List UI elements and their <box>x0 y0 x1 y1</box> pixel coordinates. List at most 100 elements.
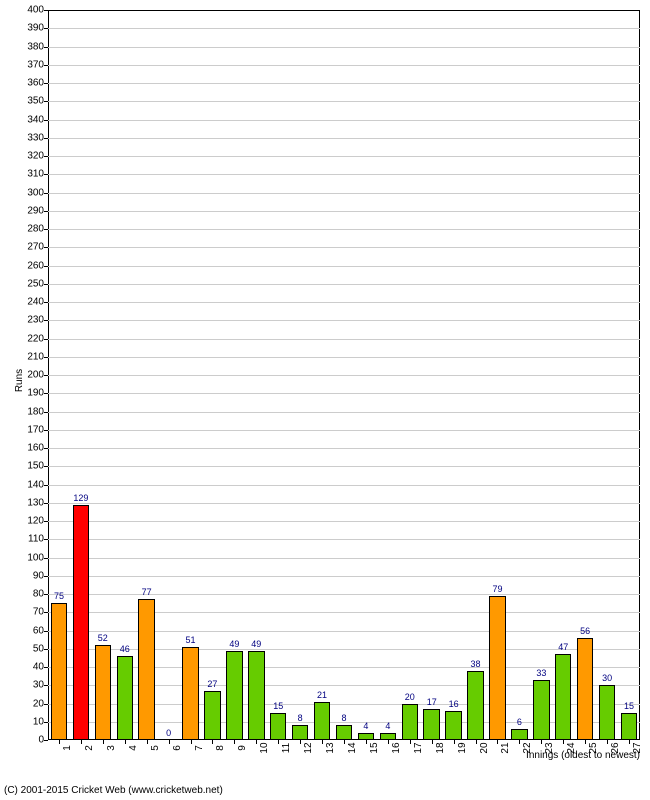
xtick-label: 14 <box>347 742 358 753</box>
xtick-label: 19 <box>457 742 468 753</box>
bar <box>95 645 111 740</box>
xtick-mark <box>278 740 279 744</box>
bar-value-label: 75 <box>54 591 64 601</box>
xtick-label: 13 <box>325 742 336 753</box>
gridline <box>48 247 640 248</box>
xtick-label: 9 <box>237 745 248 751</box>
xtick-label: 11 <box>281 743 292 753</box>
bar <box>445 711 461 740</box>
xtick-label: 25 <box>588 742 599 753</box>
gridline <box>48 685 640 686</box>
xtick-mark <box>169 740 170 744</box>
gridline <box>48 193 640 194</box>
xtick-mark <box>432 740 433 744</box>
ytick-label: 20 <box>33 698 48 709</box>
ytick-label: 390 <box>27 23 48 34</box>
ytick-label: 150 <box>27 461 48 472</box>
chart-container: 0102030405060708090100110120130140150160… <box>0 0 650 800</box>
bar-value-label: 0 <box>166 728 171 738</box>
xtick-label: 26 <box>610 742 621 753</box>
gridline <box>48 667 640 668</box>
bar <box>577 638 593 740</box>
copyright-text: (C) 2001-2015 Cricket Web (www.cricketwe… <box>4 785 223 796</box>
bar-value-label: 4 <box>385 721 390 731</box>
xtick-label: 12 <box>303 742 314 753</box>
ytick-label: 110 <box>28 534 48 545</box>
gridline <box>48 521 640 522</box>
ytick-label: 160 <box>27 443 48 454</box>
ytick-label: 340 <box>27 114 48 125</box>
bar <box>533 680 549 740</box>
gridline <box>48 631 640 632</box>
gridline <box>48 485 640 486</box>
ytick-label: 290 <box>27 205 48 216</box>
bar-value-label: 8 <box>341 713 346 723</box>
xtick-label: 1 <box>62 745 73 751</box>
bar <box>138 599 154 740</box>
xtick-mark <box>476 740 477 744</box>
ytick-label: 90 <box>33 570 48 581</box>
bar <box>117 656 133 740</box>
gridline <box>48 412 640 413</box>
xtick-label: 17 <box>413 742 424 753</box>
bar-value-label: 38 <box>471 659 481 669</box>
xtick-label: 20 <box>479 742 490 753</box>
xtick-mark <box>256 740 257 744</box>
ytick-label: 400 <box>27 5 48 16</box>
ytick-label: 230 <box>27 315 48 326</box>
bar-value-label: 47 <box>558 642 568 652</box>
y-axis-label: Runs <box>14 369 25 392</box>
bar-value-label: 52 <box>98 633 108 643</box>
ytick-label: 80 <box>33 589 48 600</box>
xtick-mark <box>541 740 542 744</box>
ytick-label: 220 <box>27 333 48 344</box>
ytick-label: 30 <box>33 680 48 691</box>
xtick-mark <box>322 740 323 744</box>
gridline <box>48 704 640 705</box>
xtick-mark <box>629 740 630 744</box>
xtick-mark <box>454 740 455 744</box>
ytick-label: 70 <box>33 607 48 618</box>
bar <box>248 651 264 740</box>
xtick-label: 24 <box>566 742 577 753</box>
bar-value-label: 16 <box>449 699 459 709</box>
xtick-label: 8 <box>215 745 226 751</box>
ytick-label: 370 <box>27 59 48 70</box>
gridline <box>48 47 640 48</box>
xtick-mark <box>103 740 104 744</box>
ytick-label: 120 <box>27 516 48 527</box>
ytick-label: 210 <box>27 351 48 362</box>
xtick-label: 2 <box>84 745 95 751</box>
bar <box>380 733 396 740</box>
xtick-mark <box>344 740 345 744</box>
plot-area: 0102030405060708090100110120130140150160… <box>48 10 640 740</box>
bar-value-label: 33 <box>536 668 546 678</box>
ytick-label: 170 <box>27 424 48 435</box>
bar <box>599 685 615 740</box>
xtick-mark <box>497 740 498 744</box>
ytick-label: 130 <box>27 497 48 508</box>
bar <box>402 704 418 741</box>
gridline <box>48 393 640 394</box>
bar-value-label: 21 <box>317 690 327 700</box>
gridline <box>48 28 640 29</box>
gridline <box>48 503 640 504</box>
ytick-label: 40 <box>33 662 48 673</box>
gridline <box>48 594 640 595</box>
xtick-mark <box>563 740 564 744</box>
xtick-mark <box>366 740 367 744</box>
bar-value-label: 56 <box>580 626 590 636</box>
bar <box>621 713 637 740</box>
ytick-label: 260 <box>27 260 48 271</box>
gridline <box>48 284 640 285</box>
gridline <box>48 558 640 559</box>
ytick-label: 320 <box>27 151 48 162</box>
bar-value-label: 30 <box>602 673 612 683</box>
ytick-label: 240 <box>27 297 48 308</box>
gridline <box>48 448 640 449</box>
ytick-label: 380 <box>27 41 48 52</box>
xtick-mark <box>410 740 411 744</box>
xtick-label: 6 <box>172 745 183 751</box>
gridline <box>48 83 640 84</box>
bar <box>292 725 308 740</box>
